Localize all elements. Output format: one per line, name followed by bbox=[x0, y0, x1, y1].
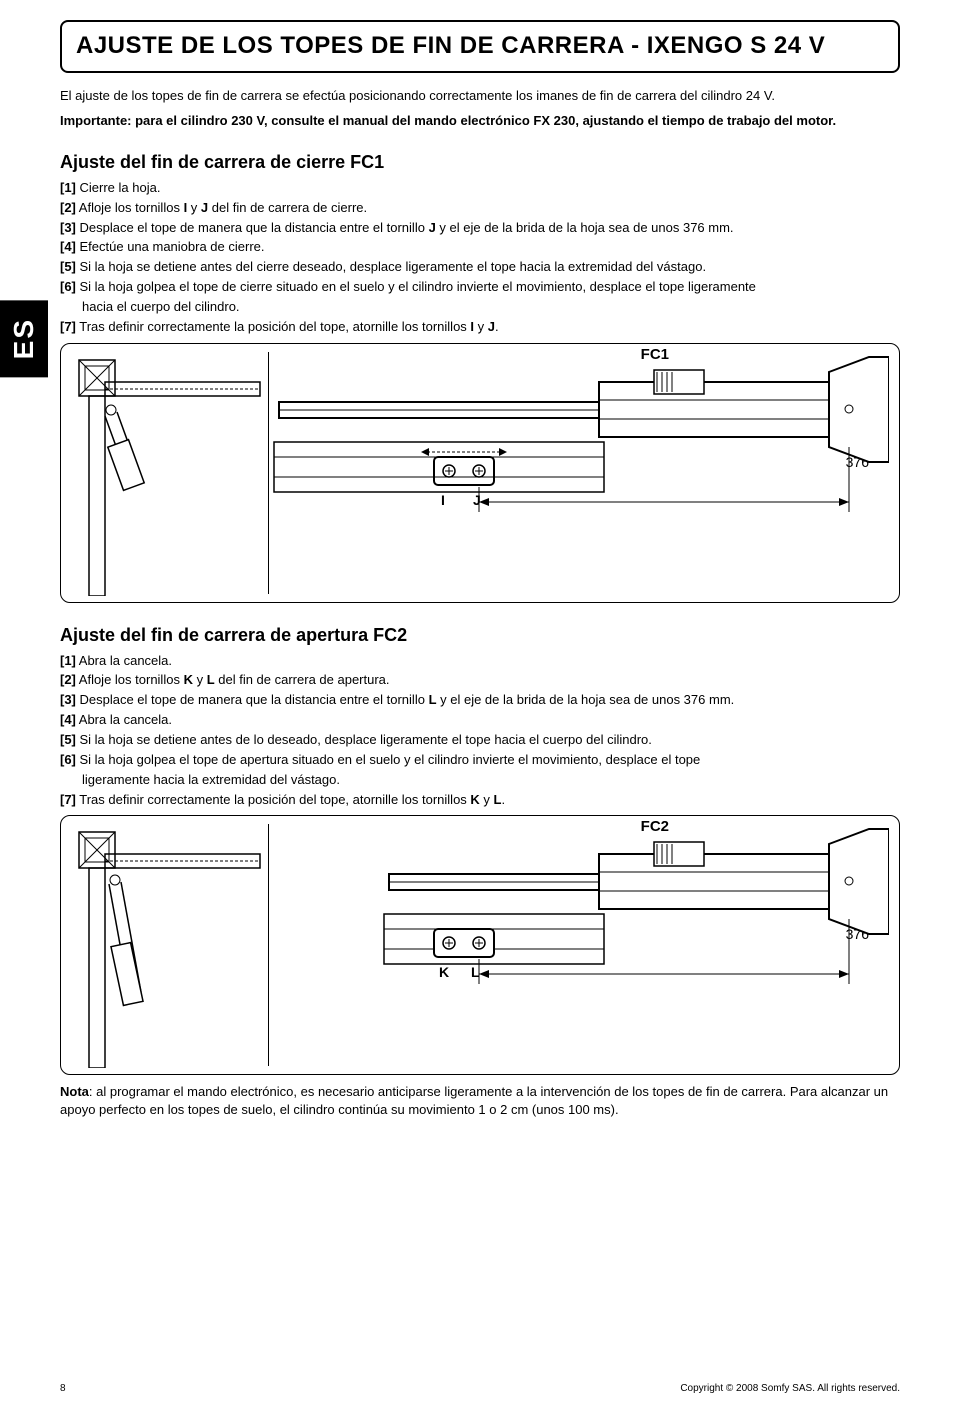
step-num: [2] bbox=[60, 672, 76, 687]
title-box: AJUSTE DE LOS TOPES DE FIN DE CARRERA - … bbox=[60, 20, 900, 73]
actuator-detail-2: K L bbox=[269, 824, 891, 1066]
section1-heading: Ajuste del fin de carrera de cierre FC1 bbox=[60, 152, 900, 173]
figure-fc2: FC2 376 bbox=[60, 815, 900, 1075]
section1-steps: [1] Cierre la hoja. [2] Afloje los torni… bbox=[60, 179, 900, 337]
footer: 8 Copyright © 2008 Somfy SAS. All rights… bbox=[60, 1383, 900, 1394]
screw-ref: K bbox=[184, 672, 193, 687]
actuator2-svg bbox=[269, 824, 889, 1068]
step-text: y bbox=[474, 319, 488, 334]
language-tab: ES bbox=[0, 300, 48, 377]
step-num: [4] bbox=[60, 239, 76, 254]
step-text: Desplace el tope de manera que la distan… bbox=[76, 692, 429, 707]
screw-ref: K bbox=[470, 792, 479, 807]
step-text-cont: hacia el cuerpo del cilindro. bbox=[82, 299, 240, 314]
step-num: [1] bbox=[60, 653, 76, 668]
gate-open-svg bbox=[69, 824, 269, 1068]
section2-steps: [1] Abra la cancela. [2] Afloje los torn… bbox=[60, 652, 900, 810]
step-num: [4] bbox=[60, 712, 76, 727]
step-text: del fin de carrera de apertura. bbox=[215, 672, 390, 687]
step-text: . bbox=[502, 792, 506, 807]
screw-ref: J bbox=[488, 319, 495, 334]
note-text: : al programar el mando electrónico, es … bbox=[60, 1084, 888, 1117]
step-text-cont: ligeramente hacia la extremidad del vást… bbox=[82, 772, 340, 787]
section2-heading: Ajuste del fin de carrera de apertura FC… bbox=[60, 625, 900, 646]
note: Nota: al programar el mando electrónico,… bbox=[60, 1083, 900, 1118]
screw-j-label: J bbox=[473, 492, 481, 508]
step-text: Efectúe una maniobra de cierre. bbox=[76, 239, 265, 254]
step-text: Si la hoja se detiene antes de lo desead… bbox=[76, 732, 652, 747]
intro-text-1: El ajuste de los topes de fin de carrera… bbox=[60, 87, 900, 105]
page: ES AJUSTE DE LOS TOPES DE FIN DE CARRERA… bbox=[0, 0, 960, 1412]
step-num: [2] bbox=[60, 200, 76, 215]
step-text: Afloje los tornillos bbox=[76, 672, 184, 687]
figure-fc1: FC1 376 bbox=[60, 343, 900, 603]
step-text: del fin de carrera de cierre. bbox=[208, 200, 367, 215]
step-text: y el eje de la brida de la hoja sea de u… bbox=[437, 692, 735, 707]
actuator-svg bbox=[269, 352, 889, 596]
step-num: [7] bbox=[60, 319, 76, 334]
step-num: [5] bbox=[60, 732, 76, 747]
step-text: . bbox=[495, 319, 499, 334]
step-text: Afloje los tornillos bbox=[76, 200, 184, 215]
step-text: Si la hoja se detiene antes del cierre d… bbox=[76, 259, 706, 274]
step-text: Abra la cancela. bbox=[76, 712, 172, 727]
intro-text-2: Importante: para el cilindro 230 V, cons… bbox=[60, 112, 900, 130]
step-text: y bbox=[193, 672, 207, 687]
step-text: y bbox=[187, 200, 201, 215]
step-num: [3] bbox=[60, 692, 76, 707]
screw-ref: L bbox=[207, 672, 215, 687]
step-text: y el eje de la brida de la hoja sea de u… bbox=[436, 220, 734, 235]
step-text: y bbox=[480, 792, 494, 807]
page-title: AJUSTE DE LOS TOPES DE FIN DE CARRERA - … bbox=[76, 32, 884, 61]
page-number: 8 bbox=[60, 1383, 66, 1394]
screw-k-label: K bbox=[439, 964, 449, 980]
step-num: [6] bbox=[60, 752, 76, 767]
step-text: Si la hoja golpea el tope de cierre situ… bbox=[76, 279, 756, 294]
actuator-detail: I J bbox=[269, 352, 891, 594]
step-text: Tras definir correctamente la posición d… bbox=[76, 319, 471, 334]
step-text: Desplace el tope de manera que la distan… bbox=[76, 220, 429, 235]
step-num: [1] bbox=[60, 180, 76, 195]
step-text: Cierre la hoja. bbox=[76, 180, 161, 195]
screw-ref: J bbox=[429, 220, 436, 235]
copyright: Copyright © 2008 Somfy SAS. All rights r… bbox=[680, 1383, 900, 1394]
screw-i-label: I bbox=[441, 492, 445, 508]
step-num: [7] bbox=[60, 792, 76, 807]
screw-ref: L bbox=[429, 692, 437, 707]
step-text: Si la hoja golpea el tope de apertura si… bbox=[76, 752, 700, 767]
note-label: Nota bbox=[60, 1084, 89, 1099]
step-text: Tras definir correctamente la posición d… bbox=[76, 792, 471, 807]
gate-svg bbox=[69, 352, 269, 596]
step-text: Abra la cancela. bbox=[76, 653, 172, 668]
gate-side-view bbox=[69, 352, 269, 594]
gate-side-view-open bbox=[69, 824, 269, 1066]
screw-ref: L bbox=[494, 792, 502, 807]
screw-l-label: L bbox=[471, 964, 480, 980]
step-num: [5] bbox=[60, 259, 76, 274]
step-num: [6] bbox=[60, 279, 76, 294]
step-num: [3] bbox=[60, 220, 76, 235]
